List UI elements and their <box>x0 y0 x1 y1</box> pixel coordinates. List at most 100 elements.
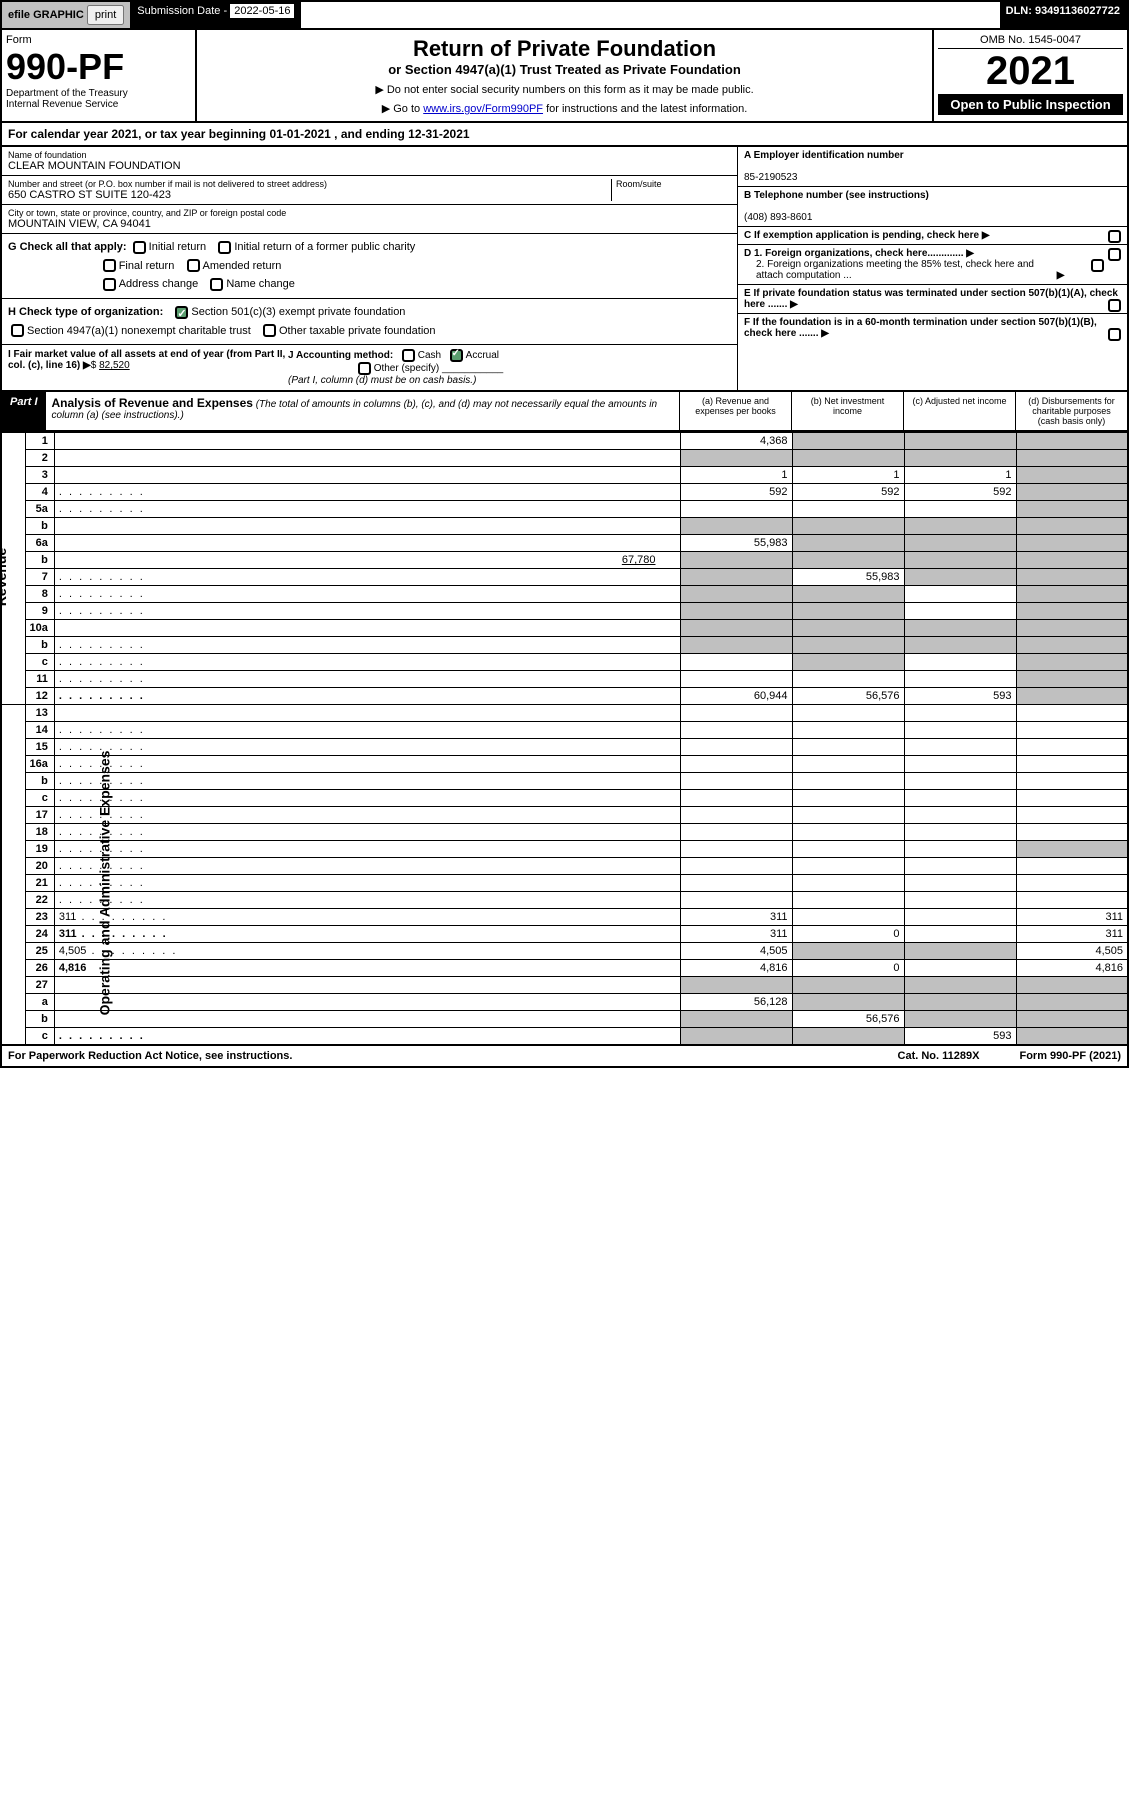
table-row: 19 <box>1 841 1128 858</box>
table-row: c <box>1 790 1128 807</box>
accrual-checkbox[interactable] <box>450 349 463 362</box>
cell-c <box>904 654 1016 671</box>
f-checkbox[interactable] <box>1108 328 1121 341</box>
row-desc <box>54 467 680 484</box>
cell-c <box>904 892 1016 909</box>
name-change-checkbox[interactable] <box>210 278 223 291</box>
cell-c <box>904 1011 1016 1028</box>
row-number: c <box>25 654 54 671</box>
dln: DLN: 93491136027722 <box>1000 2 1127 28</box>
cell-b <box>792 773 904 790</box>
cell-d <box>1016 739 1128 756</box>
row-number: 1 <box>25 433 54 450</box>
row-desc <box>54 569 680 586</box>
cell-a <box>680 671 792 688</box>
dept: Department of the Treasury <box>6 88 191 99</box>
table-row: c593 <box>1 1028 1128 1046</box>
foundation-name: CLEAR MOUNTAIN FOUNDATION <box>8 160 731 172</box>
row-number: 21 <box>25 875 54 892</box>
form-link[interactable]: www.irs.gov/Form990PF <box>423 103 543 115</box>
row-number: 10a <box>25 620 54 637</box>
row-desc <box>54 654 680 671</box>
cell-c <box>904 977 1016 994</box>
table-row: b56,576 <box>1 1011 1128 1028</box>
cell-d <box>1016 569 1128 586</box>
row-desc <box>54 433 680 450</box>
cell-c <box>904 773 1016 790</box>
part1-header: Part I Analysis of Revenue and Expenses … <box>0 392 1129 432</box>
4947-checkbox[interactable] <box>11 324 24 337</box>
cell-a <box>680 552 792 569</box>
tax-year: 2021 <box>938 49 1123 94</box>
row-desc <box>54 501 680 518</box>
initial-return-checkbox[interactable] <box>133 241 146 254</box>
cell-c <box>904 807 1016 824</box>
c-checkbox[interactable] <box>1108 230 1121 243</box>
cell-b <box>792 586 904 603</box>
table-row: a56,128 <box>1 994 1128 1011</box>
d1-checkbox[interactable] <box>1108 248 1121 261</box>
cell-b <box>792 807 904 824</box>
cash-checkbox[interactable] <box>402 349 415 362</box>
initial-former-checkbox[interactable] <box>218 241 231 254</box>
table-row: b <box>1 773 1128 790</box>
cell-c <box>904 841 1016 858</box>
cell-a <box>680 705 792 722</box>
col-c-header: (c) Adjusted net income <box>903 392 1015 430</box>
g-section: G Check all that apply: Initial return I… <box>2 234 737 298</box>
form-number: 990-PF <box>6 46 191 88</box>
cell-a <box>680 722 792 739</box>
note2: ▶ Go to www.irs.gov/Form990PF for instru… <box>203 102 926 115</box>
amended-return-checkbox[interactable] <box>187 259 200 272</box>
j-label: J Accounting method: <box>288 351 393 362</box>
cell-b <box>792 620 904 637</box>
table-row: 21 <box>1 875 1128 892</box>
cell-b <box>792 994 904 1011</box>
501c3-checkbox[interactable] <box>175 306 188 319</box>
name-label: Name of foundation <box>8 150 731 160</box>
cell-d <box>1016 450 1128 467</box>
cell-a <box>680 603 792 620</box>
row-desc <box>54 586 680 603</box>
row-number: 15 <box>25 739 54 756</box>
cell-a <box>680 620 792 637</box>
cell-a <box>680 858 792 875</box>
cell-c <box>904 824 1016 841</box>
d2-checkbox[interactable] <box>1091 259 1104 272</box>
row-number: 8 <box>25 586 54 603</box>
e-checkbox[interactable] <box>1108 299 1121 312</box>
row-desc: 67,780 <box>54 552 680 569</box>
other-taxable-checkbox[interactable] <box>263 324 276 337</box>
cell-c <box>904 620 1016 637</box>
cell-a: 311 <box>680 909 792 926</box>
cell-b <box>792 671 904 688</box>
cell-c <box>904 909 1016 926</box>
cell-a <box>680 586 792 603</box>
cell-d: 4,816 <box>1016 960 1128 977</box>
cell-a <box>680 892 792 909</box>
final-return-checkbox[interactable] <box>103 259 116 272</box>
ein: 85-2190523 <box>744 172 797 183</box>
row-desc <box>54 1011 680 1028</box>
table-row: b67,780 <box>1 552 1128 569</box>
cell-b <box>792 603 904 620</box>
cell-a <box>680 501 792 518</box>
row-desc <box>54 892 680 909</box>
row-desc: 4,816 <box>54 960 680 977</box>
cell-b <box>792 637 904 654</box>
cell-d: 311 <box>1016 909 1128 926</box>
row-desc <box>54 977 680 994</box>
cell-d <box>1016 535 1128 552</box>
cell-b <box>792 705 904 722</box>
cell-d <box>1016 705 1128 722</box>
print-button[interactable]: print <box>87 5 124 25</box>
address-change-checkbox[interactable] <box>103 278 116 291</box>
info-block: Name of foundation CLEAR MOUNTAIN FOUNDA… <box>0 147 1129 392</box>
other-method-checkbox[interactable] <box>358 362 371 375</box>
cell-c <box>904 960 1016 977</box>
footer-left: For Paperwork Reduction Act Notice, see … <box>8 1050 292 1062</box>
table-row: 16a <box>1 756 1128 773</box>
row-desc <box>54 773 680 790</box>
row-number: c <box>25 790 54 807</box>
table-row: 20 <box>1 858 1128 875</box>
